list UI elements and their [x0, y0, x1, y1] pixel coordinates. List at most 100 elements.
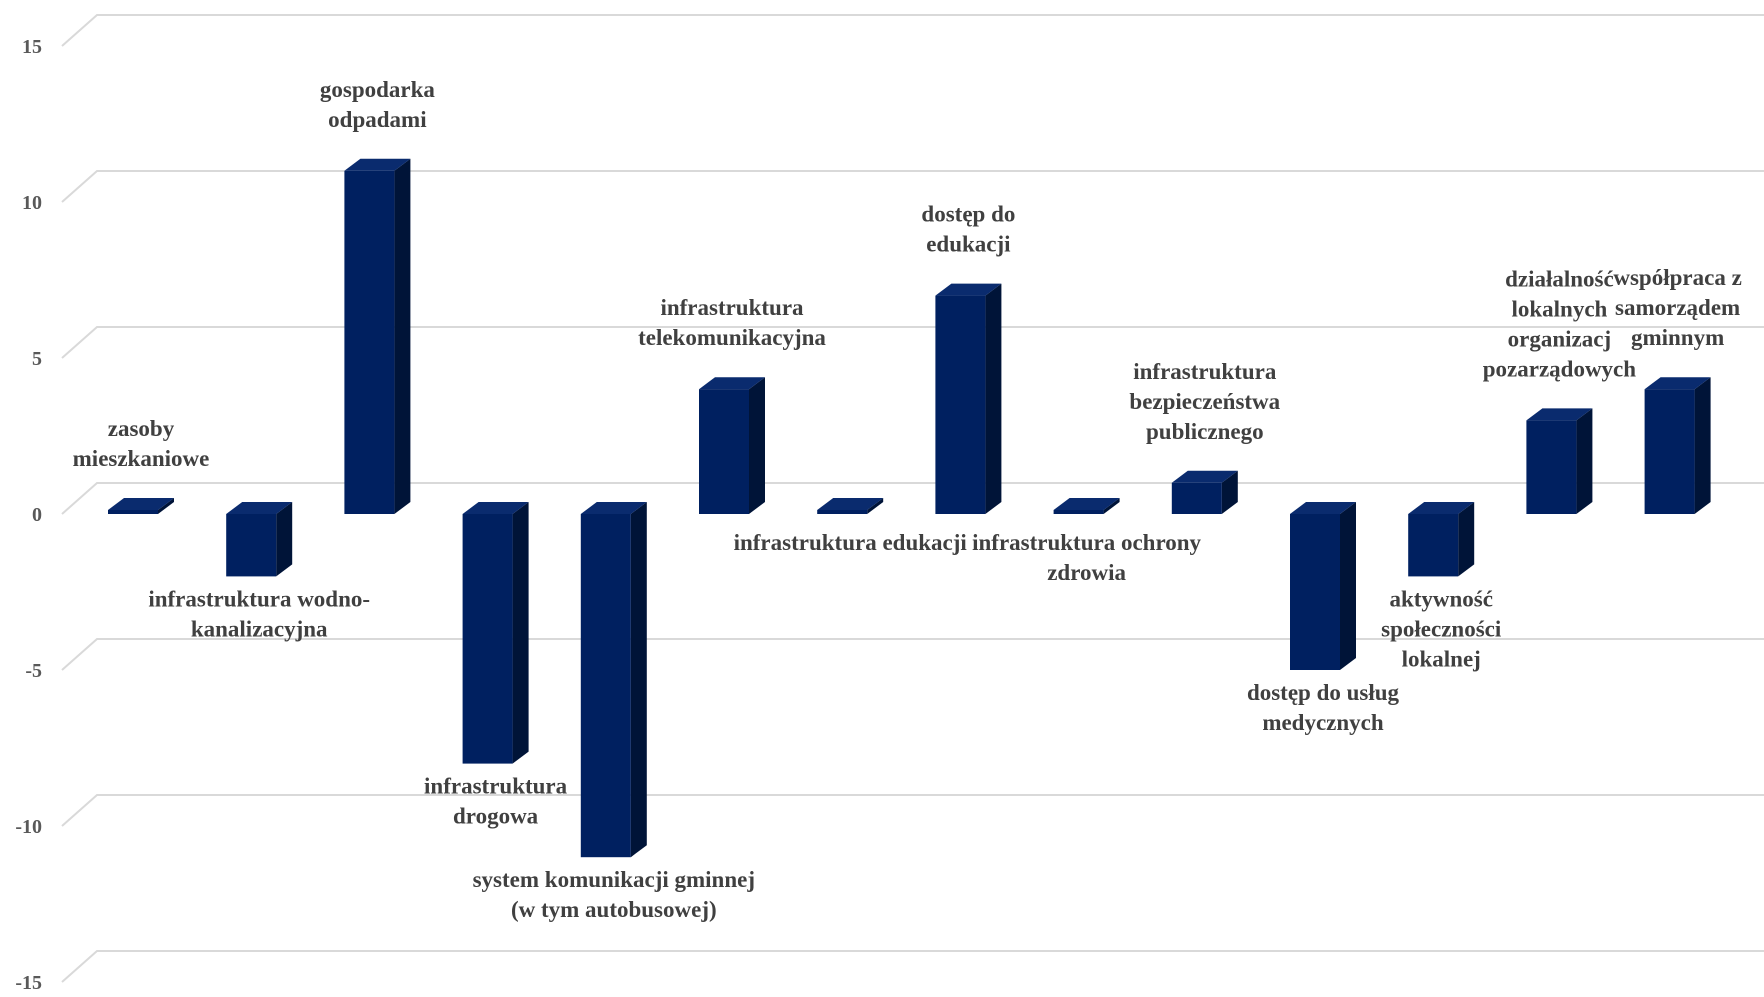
category-label: infrastruktura telekomunikacyjna — [638, 295, 826, 350]
y-tick-label: -15 — [15, 972, 42, 994]
y-tick-label: -5 — [25, 660, 42, 682]
bar-side — [630, 502, 647, 858]
category-label-line: organizacj — [1508, 326, 1611, 351]
category-label-line: (w tym autobusowej) — [511, 897, 717, 922]
gridline — [61, 794, 1764, 827]
category-label-line: lokalnej — [1402, 646, 1481, 671]
bar — [108, 498, 174, 514]
y-tick-label: 5 — [32, 348, 42, 370]
bar-top — [817, 498, 884, 510]
bar-front — [344, 170, 395, 515]
category-label: system komunikacji gminnej (w tym autobus… — [473, 867, 755, 922]
bar — [1171, 470, 1238, 514]
bar-top — [462, 502, 529, 514]
category-label-line: infrastruktura wodno- — [148, 586, 370, 611]
bar-top — [1290, 502, 1356, 514]
bar-front — [1526, 420, 1577, 514]
bar — [1290, 502, 1356, 670]
bar — [935, 283, 1002, 514]
category-label-line: aktywność — [1389, 586, 1493, 611]
category-label-line: lokalnych — [1511, 296, 1607, 321]
bar-top — [226, 502, 293, 514]
bar — [580, 502, 647, 858]
bar-top — [344, 158, 411, 171]
bar — [344, 158, 411, 515]
category-label-line: dostęp do — [921, 202, 1015, 227]
category-label: infrastruktura ochrony zdrowia — [972, 530, 1201, 585]
bar-side — [1340, 502, 1356, 670]
category-label: infrastruktura wodno-kanalizacyjna — [148, 586, 370, 641]
bar-front — [1053, 510, 1104, 514]
bar-top — [1526, 408, 1593, 421]
category-label-line: odpadami — [328, 107, 427, 132]
category-label-line: bezpieczeństwa — [1129, 389, 1280, 414]
bar-side — [394, 158, 411, 515]
bar-top — [580, 502, 647, 514]
bar-top — [1644, 377, 1711, 390]
y-tick-label: 0 — [32, 504, 42, 526]
bar-front — [935, 295, 986, 514]
category-label-line: infrastruktura — [660, 295, 804, 320]
category-label-line: infrastruktura — [424, 774, 568, 799]
category-label-line: publicznego — [1146, 419, 1264, 444]
bar-side — [276, 502, 293, 577]
bar — [1526, 408, 1593, 514]
bar — [817, 498, 884, 514]
bar — [699, 377, 765, 514]
category-label-line: pozarządowych — [1483, 356, 1637, 381]
category-label-line: gospodarka — [320, 77, 436, 102]
category-label-line: infrastruktura — [1133, 359, 1277, 384]
y-tick-label: 15 — [22, 36, 42, 58]
category-label-line: zdrowia — [1047, 560, 1126, 585]
category-label-line: kanalizacyjna — [191, 616, 328, 641]
bar-side — [867, 498, 884, 514]
y-tick-label: -10 — [15, 816, 42, 838]
bar — [1408, 502, 1475, 577]
category-label: aktywność społeczności lokalnej — [1381, 586, 1502, 671]
gridline — [61, 638, 1764, 671]
category-label: zasoby mieszkaniowe — [73, 416, 210, 471]
category-label-line: medycznych — [1262, 710, 1384, 735]
gridline — [61, 950, 1764, 983]
category-label-line: telekomunikacyjna — [638, 325, 826, 350]
bar — [1644, 377, 1711, 514]
bar-top — [1053, 498, 1120, 510]
bar-front — [1171, 482, 1222, 514]
bar-front — [1644, 389, 1695, 514]
bar-front — [817, 510, 868, 514]
bar-side — [158, 498, 174, 514]
bar — [1053, 498, 1120, 514]
bar-front — [1290, 514, 1340, 670]
category-label: infrastruktura drogowa — [424, 774, 568, 829]
category-label: działalność lokalnych organizacj pozarządow… — [1483, 266, 1637, 381]
bar-front — [580, 514, 631, 858]
gridline — [61, 326, 1764, 359]
bar-top — [108, 498, 174, 510]
bar-side — [1103, 498, 1120, 514]
bar-top — [699, 377, 765, 390]
bar-front — [699, 389, 749, 514]
category-label-line: gminnym — [1631, 325, 1724, 350]
category-label-line: społeczności — [1381, 616, 1502, 641]
gridlines — [61, 14, 1764, 983]
bar-top — [935, 283, 1002, 296]
category-label-line: edukacji — [926, 232, 1011, 257]
category-label: infrastruktura edukacji — [734, 530, 968, 555]
bar — [226, 502, 293, 577]
category-label-line: mieszkaniowe — [73, 446, 210, 471]
gridline — [61, 170, 1764, 203]
category-label: gospodarka odpadami — [320, 77, 436, 132]
category-label-line: działalność — [1505, 266, 1614, 291]
category-label-line: samorządem — [1615, 295, 1740, 320]
bar-front — [1408, 514, 1459, 577]
gridline — [61, 14, 1764, 47]
bar-side — [749, 377, 765, 514]
bar-front — [108, 510, 158, 514]
bar-top — [1171, 470, 1238, 483]
y-axis-ticks: 15 10 5 0 -5 -10 -15 — [15, 36, 42, 994]
category-label-line: drogowa — [453, 804, 539, 829]
bar-front — [462, 514, 513, 764]
category-label-line: dostęp do usług — [1247, 680, 1400, 705]
bars — [108, 158, 1711, 858]
category-label-line: infrastruktura edukacji — [734, 530, 968, 555]
